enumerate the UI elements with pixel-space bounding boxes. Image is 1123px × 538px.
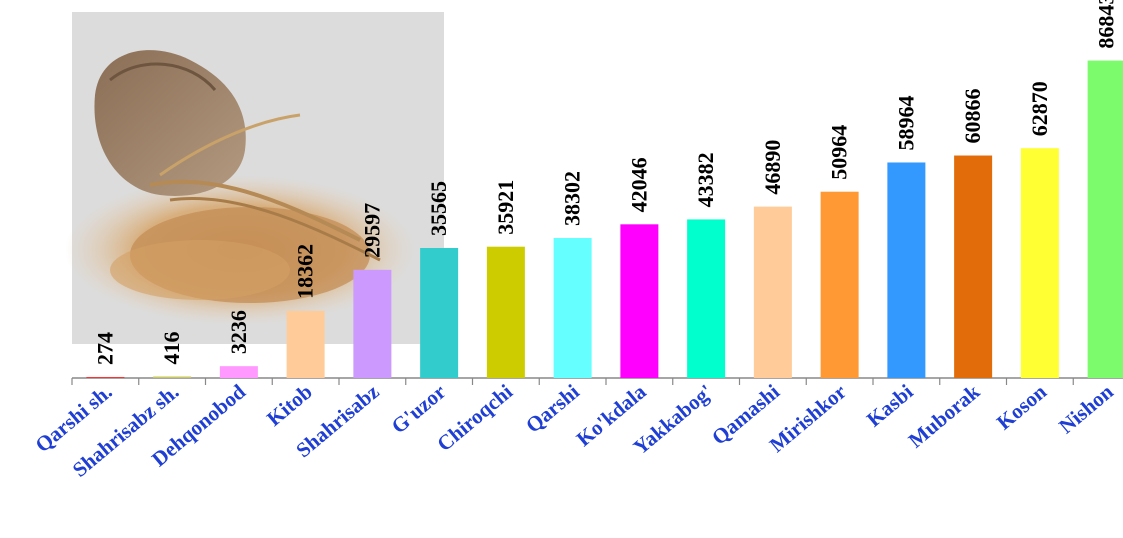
bar-9 bbox=[687, 219, 726, 378]
data-label-8: 42046 bbox=[626, 157, 651, 212]
category-label-6: Chiroqchi bbox=[432, 379, 517, 456]
data-label-6: 35921 bbox=[493, 180, 518, 235]
bar-11 bbox=[820, 191, 859, 378]
bar-1 bbox=[153, 376, 192, 378]
bar-3 bbox=[286, 310, 325, 378]
data-label-5: 35565 bbox=[426, 181, 451, 236]
bar-7 bbox=[553, 237, 592, 378]
bar-14 bbox=[1020, 148, 1059, 378]
bar-6 bbox=[486, 246, 525, 378]
bar-13 bbox=[954, 155, 993, 378]
data-label-4: 29597 bbox=[359, 203, 384, 258]
data-label-0: 274 bbox=[92, 332, 117, 365]
category-label-12: Kasbi bbox=[862, 379, 918, 431]
bar-10 bbox=[753, 206, 792, 378]
data-label-13: 60866 bbox=[960, 89, 985, 144]
data-label-10: 46890 bbox=[760, 140, 785, 195]
bar-12 bbox=[887, 162, 926, 378]
data-label-2: 3236 bbox=[226, 310, 251, 354]
category-label-7: Qarshi bbox=[521, 379, 584, 437]
data-label-15: 86843 bbox=[1094, 0, 1119, 49]
bar-4 bbox=[353, 269, 392, 378]
category-label-14: Koson bbox=[992, 379, 1051, 434]
category-label-15: Nishon bbox=[1054, 379, 1118, 438]
bar-0 bbox=[86, 376, 125, 378]
bar-2 bbox=[219, 366, 258, 378]
bar-8 bbox=[620, 224, 659, 378]
data-label-12: 58964 bbox=[893, 95, 918, 150]
bar-15 bbox=[1087, 60, 1123, 379]
bar-5 bbox=[420, 248, 459, 378]
category-label-13: Muborak bbox=[904, 379, 985, 452]
data-label-1: 416 bbox=[159, 331, 184, 364]
data-label-11: 50964 bbox=[827, 125, 852, 180]
data-label-14: 62870 bbox=[1027, 81, 1052, 136]
data-label-9: 43382 bbox=[693, 152, 718, 207]
data-label-3: 18362 bbox=[293, 244, 318, 299]
category-label-3: Kitob bbox=[262, 379, 317, 430]
wheat-sack-image bbox=[65, 12, 444, 344]
data-label-7: 38302 bbox=[560, 171, 585, 226]
